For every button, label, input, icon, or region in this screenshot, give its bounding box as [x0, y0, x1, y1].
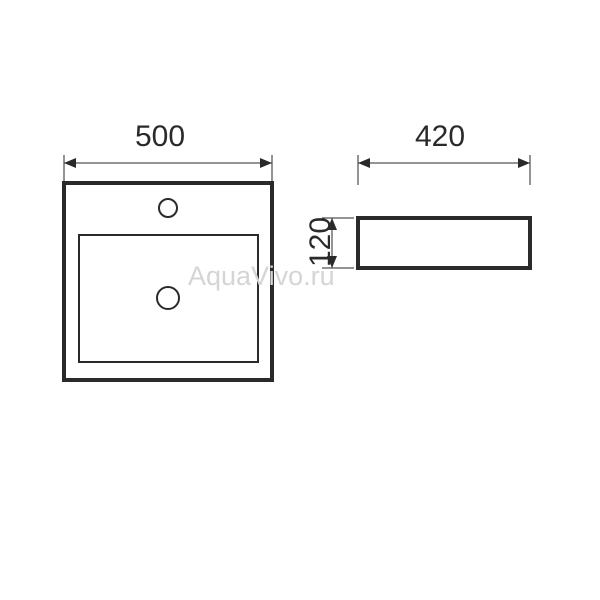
- dimension-label-width-500: 500: [135, 120, 185, 154]
- drawing-canvas: AquaVivo.ru 500 420 120: [0, 0, 600, 600]
- dimension-label-height-120: 120: [304, 217, 338, 267]
- dimension-label-width-420: 420: [415, 120, 465, 154]
- technical-drawing-svg: [0, 0, 600, 600]
